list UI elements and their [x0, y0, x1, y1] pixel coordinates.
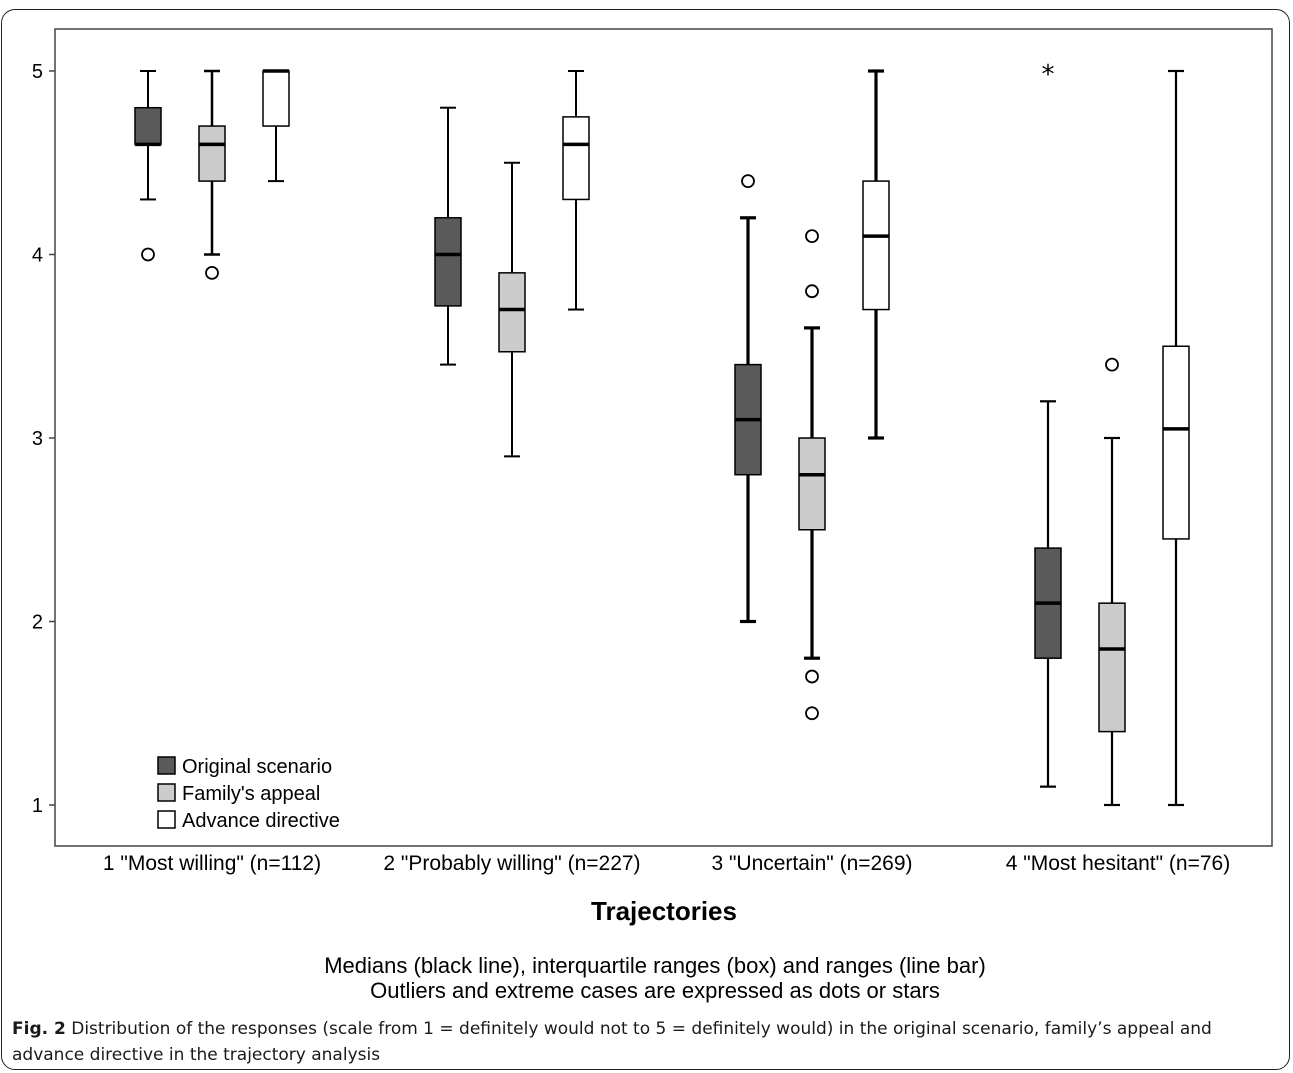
iqr-box: [434, 217, 462, 307]
note-line-1: Medians (black line), interquartile rang…: [324, 953, 986, 978]
iqr-box: [562, 116, 590, 201]
iqr-box: [798, 437, 826, 531]
figure-caption: Fig. 2 Distribution of the responses (sc…: [12, 1016, 1277, 1068]
box-group: [262, 69, 290, 183]
note-line-2: Outliers and extreme cases are expressed…: [370, 978, 940, 1003]
y-tick-label: 1: [32, 795, 43, 817]
outlier-point: [805, 669, 819, 684]
legend-swatch: [157, 756, 176, 775]
outlier-point: [805, 706, 819, 721]
box-group: [198, 69, 226, 280]
figure-frame: [1, 9, 1290, 1070]
x-tick-label: 1 "Most willing" (n=112): [103, 852, 321, 875]
y-tick-label: 2: [32, 612, 43, 634]
legend-label: Advance directive: [182, 810, 340, 832]
extreme-star: *: [1042, 60, 1055, 90]
box-group: [798, 229, 826, 721]
box-group: [562, 70, 590, 311]
caption-text: Distribution of the responses (scale fro…: [12, 1019, 1212, 1065]
iqr-box: [862, 180, 890, 311]
figure-label: Fig. 2: [12, 1019, 66, 1039]
iqr-box: [498, 272, 526, 353]
box-group: [1098, 357, 1126, 807]
y-axis: 1 2 3 4 5: [32, 61, 55, 817]
x-tick-label: 2 "Probably willing" (n=227): [383, 852, 640, 875]
y-tick-label: 3: [32, 428, 43, 450]
iqr-box: [1162, 345, 1190, 540]
x-tick-label: 4 "Most hesitant" (n=76): [1006, 852, 1230, 875]
legend: Original scenario Family's appeal Advance …: [157, 756, 340, 832]
outlier-point: [805, 229, 819, 244]
legend-label: Original scenario: [182, 756, 332, 778]
x-axis: 1 "Most willing" (n=112) 2 "Probably will…: [103, 852, 1230, 875]
iqr-box: [262, 70, 290, 127]
plot-area: [54, 28, 1273, 847]
x-axis-title: Trajectories: [591, 896, 737, 926]
outlier-point: [1105, 357, 1119, 372]
box-group: [734, 174, 762, 624]
box-group: [434, 106, 462, 366]
iqr-box: [198, 125, 226, 182]
iqr-box: [134, 106, 162, 146]
box-group: [1162, 69, 1190, 807]
legend-swatch: [157, 810, 176, 829]
iqr-box: [1098, 602, 1126, 733]
y-tick-label: 4: [32, 245, 43, 267]
boxes: *: [134, 60, 1190, 807]
legend-swatch: [157, 783, 176, 802]
outlier-point: [205, 265, 219, 280]
x-tick-label: 3 "Uncertain" (n=269): [711, 852, 912, 875]
box-group: [498, 161, 526, 458]
box-group: *: [1034, 60, 1062, 788]
box-group: [862, 69, 890, 440]
box-group: [134, 70, 162, 262]
outlier-point: [741, 174, 755, 189]
y-tick-label: 5: [32, 61, 43, 83]
legend-label: Family's appeal: [182, 783, 320, 805]
outlier-point: [805, 284, 819, 299]
boxplot-chart: 1 2 3 4 5 * 1 "Most willing" (n=112) 2 "Proba…: [32, 28, 1273, 1003]
outlier-point: [141, 247, 155, 262]
